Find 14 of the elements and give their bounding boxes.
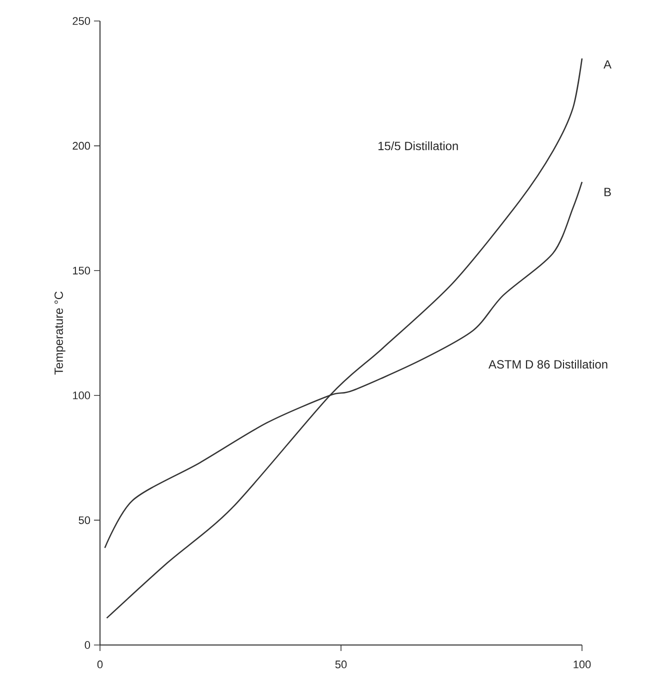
annotation: 15/5 Distillation: [378, 141, 458, 150]
y-tick-label: 100: [73, 392, 90, 400]
y-tick-label: 200: [72, 142, 90, 150]
x-tick-label: 0: [97, 660, 103, 668]
y-tick-label: 250: [72, 17, 90, 25]
x-tick-label: 50: [335, 660, 347, 668]
y-tick-label: 50: [78, 516, 90, 524]
y-tick-label: 0: [84, 641, 90, 649]
y-axis-title: Temperature °C: [54, 292, 66, 375]
x-tick-label: 100: [574, 660, 591, 668]
series-label: A: [604, 60, 612, 69]
series-label: B: [604, 188, 611, 196]
annotation: ASTM D 86 Distillation: [488, 360, 608, 369]
y-tick-label: 150: [73, 266, 90, 274]
